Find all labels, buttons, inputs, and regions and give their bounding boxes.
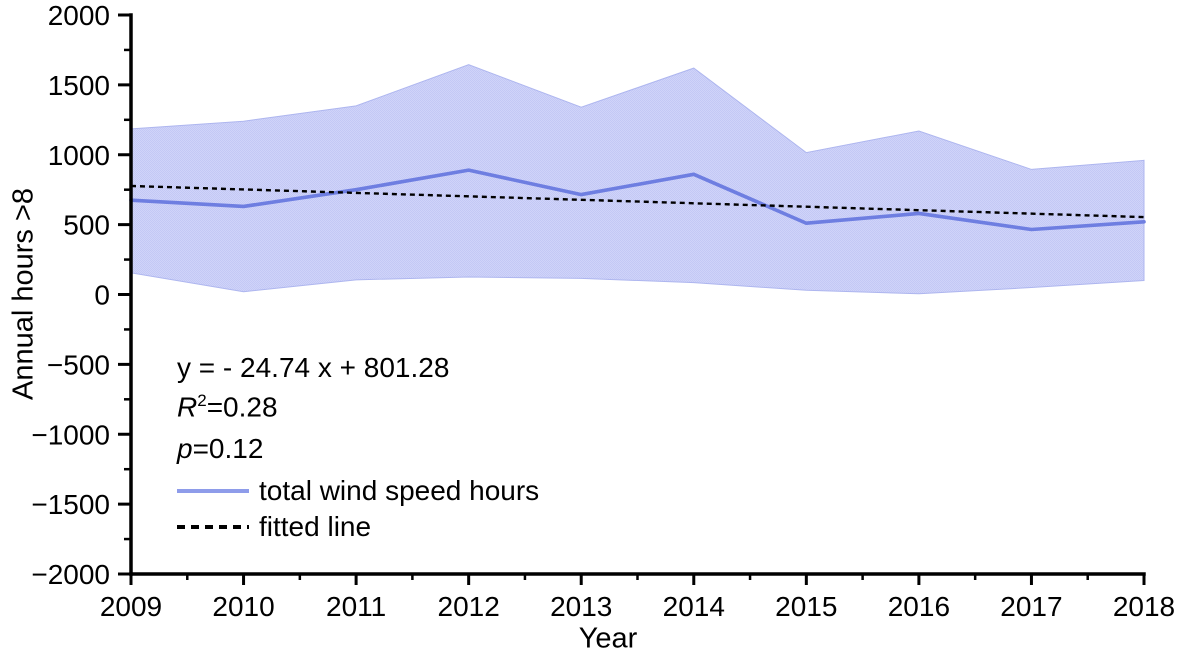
x-tick-label: 2016 bbox=[888, 591, 950, 622]
x-axis-title: Year bbox=[578, 622, 638, 655]
y-tick-label: 1500 bbox=[48, 70, 110, 101]
x-tick-label: 2009 bbox=[100, 591, 162, 622]
r-value: =0.28 bbox=[206, 391, 278, 423]
y-axis-title: Annual hours >8 bbox=[7, 187, 40, 401]
r-exponent: 2 bbox=[197, 391, 207, 410]
y-tick-label: −1000 bbox=[31, 419, 110, 450]
x-tick-label: 2015 bbox=[775, 591, 837, 622]
y-tick-label: −1500 bbox=[31, 489, 110, 520]
legend-solid-line-swatch bbox=[177, 489, 249, 493]
y-tick-label: −2000 bbox=[31, 559, 110, 590]
y-tick-label: −500 bbox=[47, 349, 110, 380]
legend-item-total-wind-speed-hours: total wind speed hours bbox=[177, 475, 539, 507]
legend-label-total-wind-speed-hours: total wind speed hours bbox=[259, 475, 540, 506]
p-value: =0.12 bbox=[192, 433, 264, 464]
fitted-line bbox=[130, 184, 1145, 219]
x-tick-label: 2012 bbox=[438, 591, 500, 622]
x-tick-label: 2010 bbox=[212, 591, 274, 622]
legend-dashed-line-swatch bbox=[177, 525, 249, 529]
p-symbol: p bbox=[177, 433, 193, 464]
regression-equation: y = - 24.74 x + 801.28 bbox=[177, 352, 450, 383]
total-wind-speed-hours-line bbox=[129, 168, 1146, 232]
legend-label-fitted-line: fitted line bbox=[259, 511, 372, 542]
r-symbol: R bbox=[177, 391, 198, 423]
legend-item-fitted-line: fitted line bbox=[177, 511, 371, 543]
p-value-annotation: p=0.12 bbox=[177, 433, 263, 465]
r-squared-annotation: R2=0.28 bbox=[177, 391, 278, 424]
x-tick-label: 2013 bbox=[550, 591, 612, 622]
y-tick-label: 500 bbox=[63, 210, 110, 241]
x-tick-label: 2014 bbox=[663, 591, 725, 622]
y-tick-label: 2000 bbox=[48, 0, 110, 31]
x-tick-label: 2018 bbox=[1113, 591, 1175, 622]
y-tick-label: 1000 bbox=[48, 140, 110, 171]
x-tick-label: 2011 bbox=[326, 591, 386, 622]
y-tick-label: 0 bbox=[94, 280, 110, 311]
confidence-band bbox=[130, 64, 1145, 295]
x-tick-label: 2017 bbox=[1000, 591, 1062, 622]
